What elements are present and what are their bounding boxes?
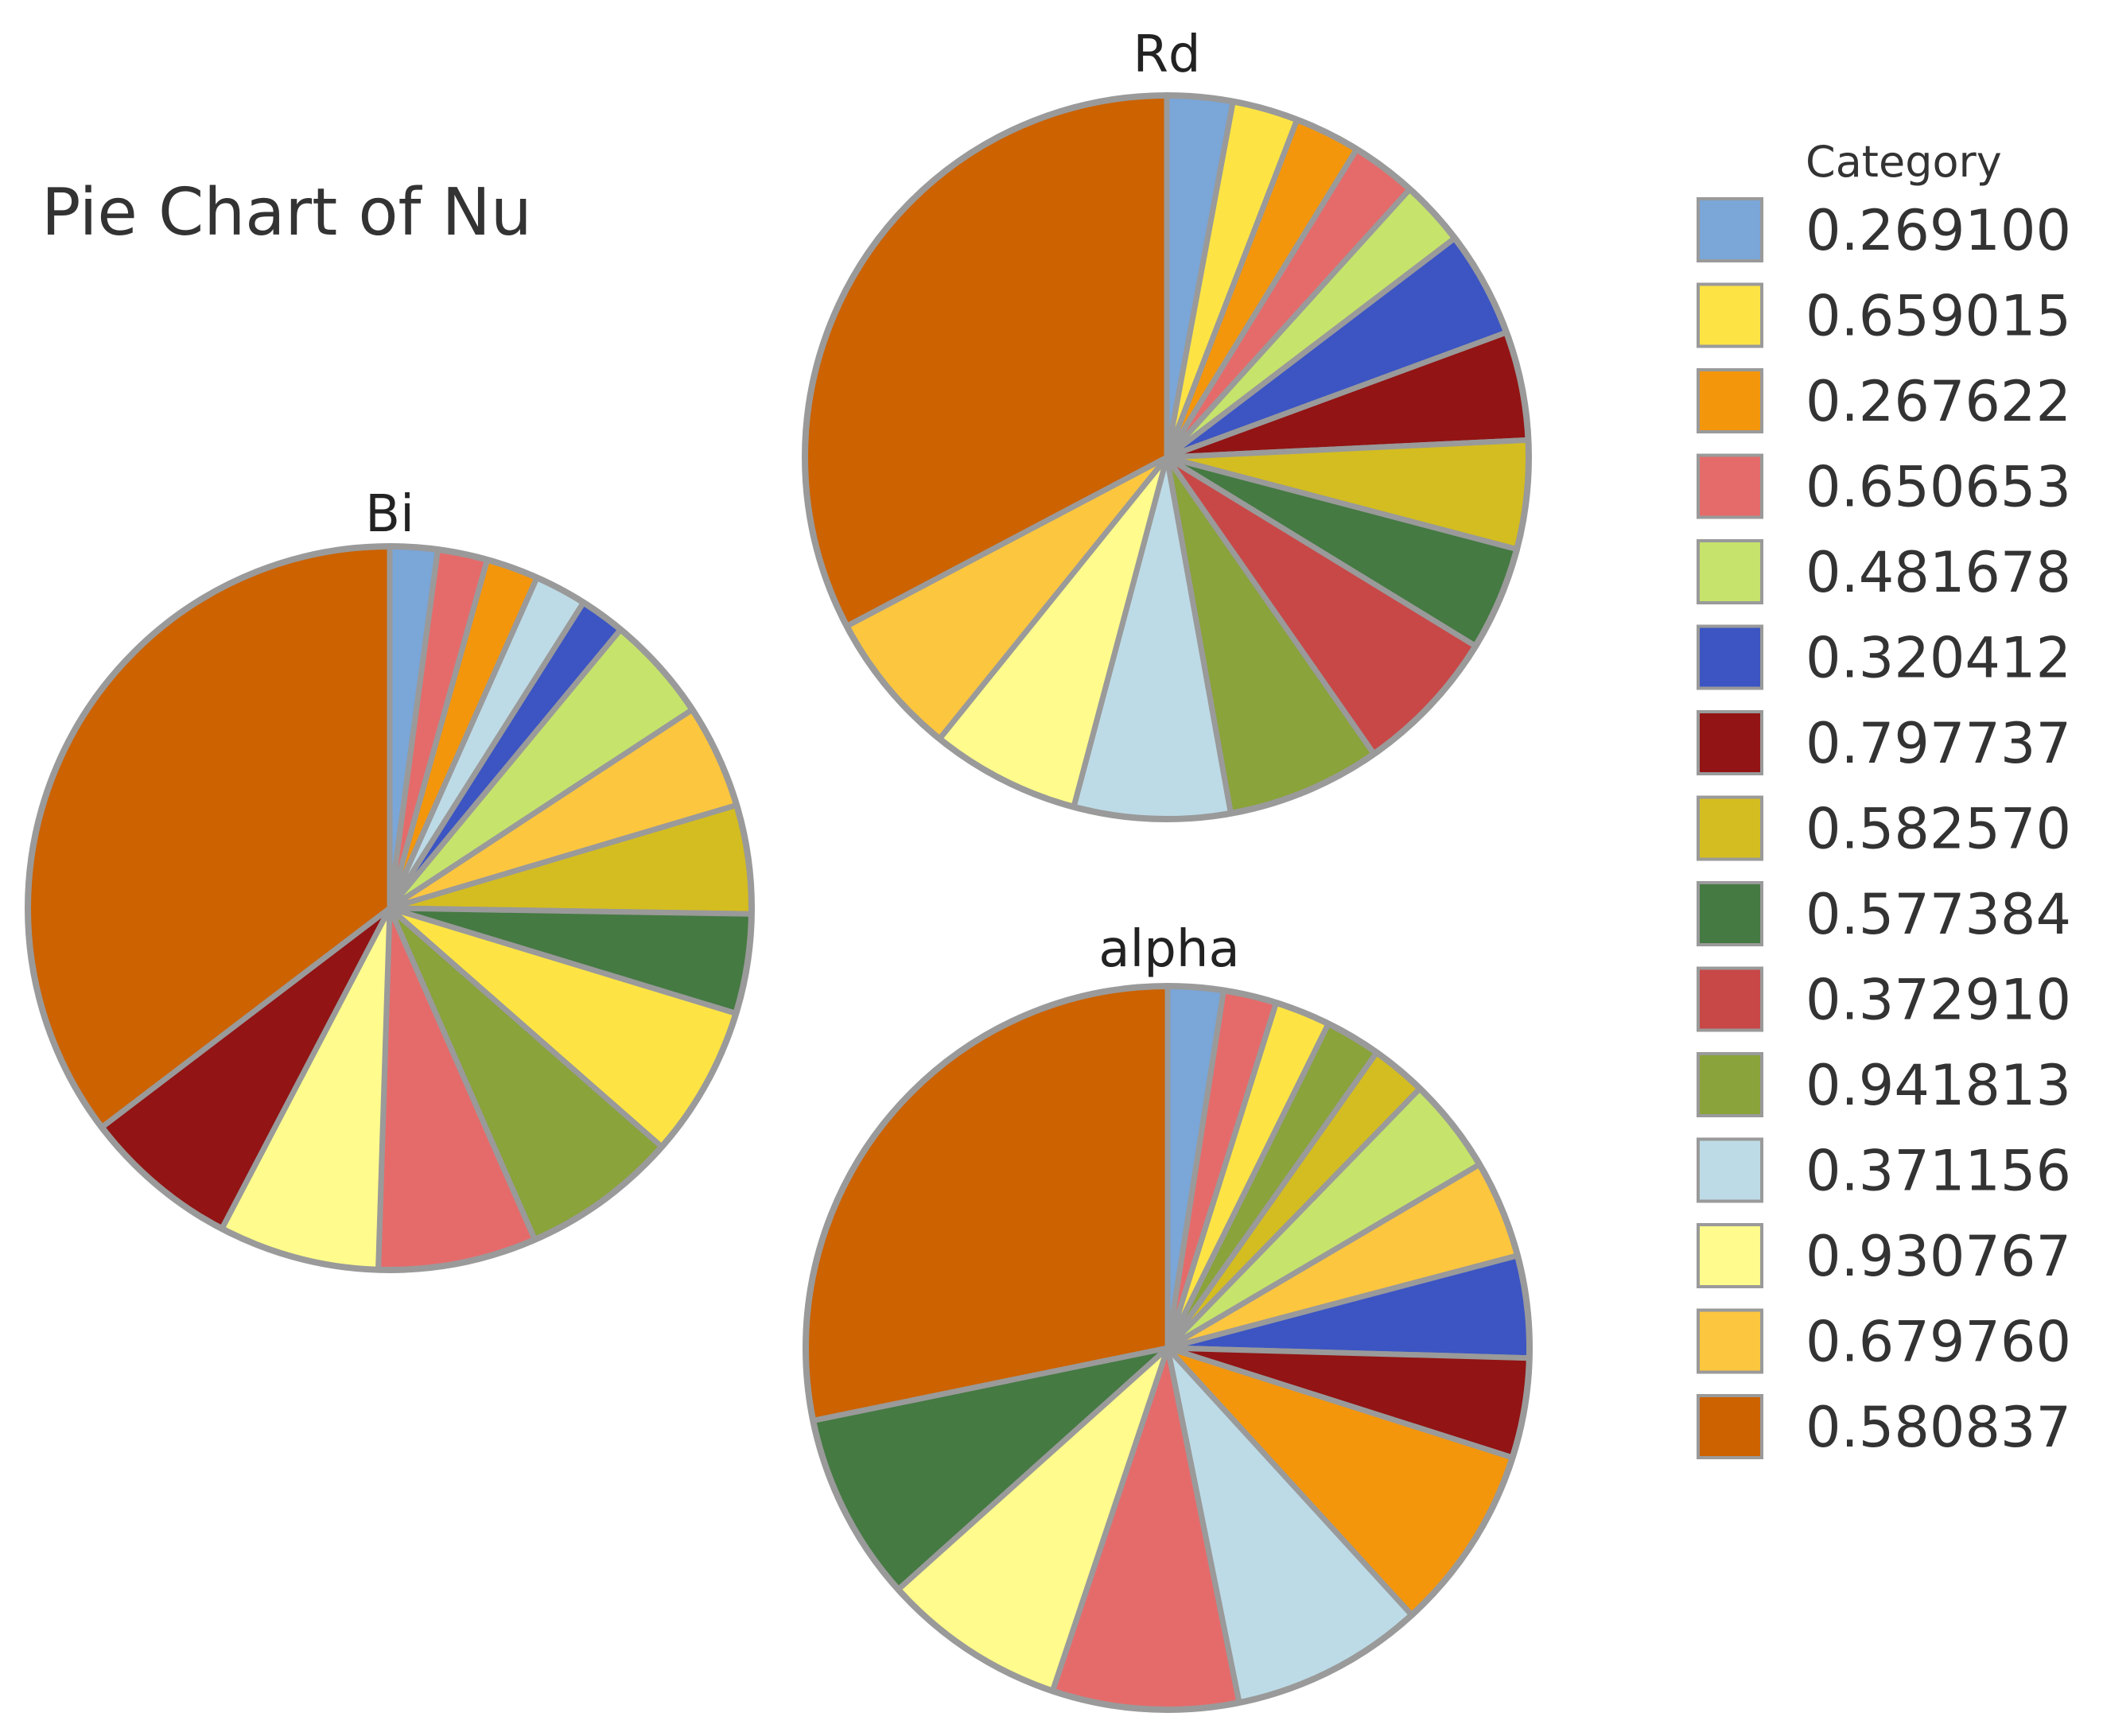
pie-rd: Rd [802,25,1532,822]
legend-swatch-9 [1697,881,1763,946]
legend-swatch-2 [1697,282,1763,348]
legend-swatch-15 [1697,1394,1763,1459]
legend-label-14: 0.679760 [1806,1310,2071,1375]
legend-label-12: 0.371156 [1806,1139,2071,1204]
legend-label-7: 0.797737 [1806,711,2071,776]
legend-swatch-7 [1697,710,1763,775]
pie-label-rd: Rd [1133,25,1200,84]
legend-swatch-11 [1697,1052,1763,1117]
pie-rd-outline [802,92,1532,822]
pie-label-alpha: alpha [1098,920,1239,979]
legend-label-4: 0.650653 [1806,455,2071,520]
legend-label-8: 0.582570 [1806,797,2071,862]
chart-title: Pie Chart of Nu [41,175,532,250]
legend-title: Category [1806,137,2002,187]
legend-swatch-3 [1697,368,1763,433]
legend-swatch-6 [1697,624,1763,690]
legend-swatch-1 [1697,197,1763,262]
legend-swatch-13 [1697,1223,1763,1288]
pie-alpha-outline [803,983,1533,1713]
legend-label-6: 0.320412 [1806,626,2071,691]
pie-bi-outline [25,543,755,1273]
legend: Category 0.269100 0.659015 0.267622 0.65065… [1697,137,2071,1460]
legend-swatch-12 [1697,1137,1763,1203]
legend-label-13: 0.930767 [1806,1224,2071,1289]
pie-label-bi: Bi [365,485,414,544]
legend-swatch-10 [1697,966,1763,1032]
legend-swatch-14 [1697,1308,1763,1374]
legend-label-1: 0.269100 [1806,198,2071,263]
legend-swatch-5 [1697,539,1763,604]
pie-bi: Bi [25,485,755,1273]
legend-label-3: 0.267622 [1806,369,2071,434]
legend-label-11: 0.941813 [1806,1053,2071,1118]
legend-label-5: 0.481678 [1806,540,2071,605]
pie-alpha-slice-15 [803,983,1171,1423]
legend-label-10: 0.372910 [1806,968,2071,1033]
legend-label-9: 0.577384 [1806,882,2071,947]
legend-swatch-8 [1697,795,1763,861]
legend-label-15: 0.580837 [1806,1395,2071,1460]
legend-swatch-4 [1697,453,1763,519]
legend-label-2: 0.659015 [1806,284,2071,349]
pie-alpha: alpha [803,920,1533,1713]
